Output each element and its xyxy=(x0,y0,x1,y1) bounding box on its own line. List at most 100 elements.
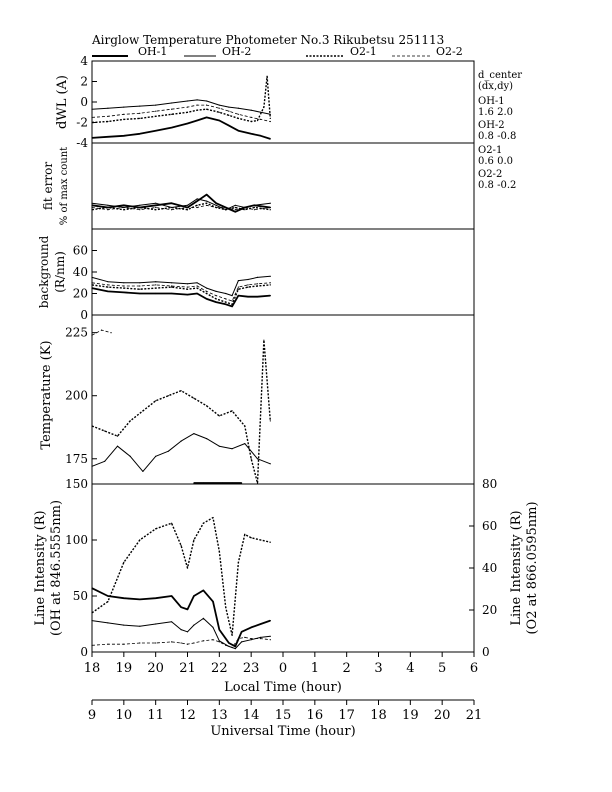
dwl-point-o21-16 xyxy=(269,117,271,119)
fit-point-oh1-11 xyxy=(234,211,236,213)
bg-point-o21-10 xyxy=(225,301,227,303)
intensity-point-oh1-8 xyxy=(193,595,195,597)
universal-time-tick-label-10: 19 xyxy=(402,708,419,723)
bg-point-oh1-2 xyxy=(123,291,125,293)
local-time-tick-label-6: 0 xyxy=(279,661,287,676)
fit-point-oh2-4 xyxy=(155,202,157,204)
intensity-point-oh1-9 xyxy=(202,589,204,592)
intensity-point-oh2-17 xyxy=(269,635,271,637)
fit-point-o22-11 xyxy=(234,209,236,211)
local-time-tick-label-4: 22 xyxy=(211,661,228,676)
intensity-point-o21-5 xyxy=(171,522,173,524)
temp-point-oh1-4 xyxy=(231,482,233,484)
bg-point-o21-9 xyxy=(215,298,217,300)
dwl-point-oh2-2 xyxy=(123,106,125,108)
temp-point-oh2-3 xyxy=(129,455,131,457)
intensity-y2tick-label-4: 80 xyxy=(482,477,497,491)
ylabel-background-2: (R/nm) xyxy=(53,251,67,293)
intensity-point-o21-11 xyxy=(218,550,220,552)
dwl-point-oh2-7 xyxy=(196,99,198,101)
intensity-point-o22-4 xyxy=(155,642,157,644)
dwl-point-oh1-9 xyxy=(218,119,220,122)
bg-point-o21-4 xyxy=(155,287,157,289)
bg-point-o22-0 xyxy=(91,282,93,284)
bg-series-oh2 xyxy=(91,275,271,297)
fit-point-oh1-9 xyxy=(215,202,217,204)
dwl-point-o22-3 xyxy=(139,112,141,114)
dwl-point-oh2-3 xyxy=(139,105,141,107)
temp-point-oh2-6 xyxy=(167,450,169,452)
bg-point-o22-11 xyxy=(231,300,233,302)
intensity-series-oh1 xyxy=(91,587,271,648)
bg-point-o22-3 xyxy=(139,285,141,287)
d-center-name-o21: O2-1 xyxy=(478,145,502,156)
universal-time-tick-label-12: 21 xyxy=(466,708,483,723)
fit-point-o22-14 xyxy=(269,206,271,209)
ylabel-dwl: dWL (A) xyxy=(55,75,70,129)
local-time-tick-label-1: 19 xyxy=(116,661,133,676)
fit-point-o21-0 xyxy=(91,209,93,211)
fit-point-oh1-5 xyxy=(171,202,173,204)
dwl-point-oh1-3 xyxy=(139,133,141,135)
local-time-tick-label-12: 6 xyxy=(470,661,478,676)
intensity-point-oh1-7 xyxy=(186,608,189,611)
universal-time-tick-label-11: 20 xyxy=(434,708,451,723)
temp-point-oh1-0 xyxy=(193,482,195,484)
fit-point-o22-3 xyxy=(139,209,141,211)
local-time-tick-label-11: 5 xyxy=(438,661,446,676)
fit-point-o22-10 xyxy=(225,206,227,209)
intensity-ytick-label-3: 150 xyxy=(65,477,88,491)
intensity-point-o21-15 xyxy=(244,533,246,536)
fit-point-o22-2 xyxy=(123,206,125,209)
temp-ytick-label-1: 200 xyxy=(65,389,88,403)
ylabel-right-intensity-2: (O2 at 866.0595nm) xyxy=(525,501,540,634)
bg-point-o22-5 xyxy=(171,285,173,287)
intensity-point-oh1-11 xyxy=(218,629,220,631)
temp-point-o22-1 xyxy=(101,329,103,331)
universal-time-tick-label-2: 11 xyxy=(147,708,164,723)
intensity-point-o22-15 xyxy=(244,636,246,639)
bg-point-o21-5 xyxy=(171,286,173,288)
intensity-point-oh2-16 xyxy=(260,636,262,639)
bg-point-oh1-14 xyxy=(256,296,259,298)
intensity-ytick-label-0: 0 xyxy=(80,645,88,659)
intensity-point-oh2-12 xyxy=(228,645,230,648)
temp-point-o22-0 xyxy=(91,334,93,336)
dwl-point-oh1-14 xyxy=(269,138,271,140)
intensity-point-o22-1 xyxy=(107,643,109,645)
intensity-point-o21-10 xyxy=(212,517,214,519)
dwl-point-o21-9 xyxy=(218,111,220,113)
dwl-point-oh1-4 xyxy=(155,130,157,132)
bg-point-o22-1 xyxy=(107,284,109,286)
intensity-point-oh1-13 xyxy=(234,645,236,648)
bg-ytick-label-0: 0 xyxy=(80,308,88,322)
fit-point-o22-4 xyxy=(155,206,157,209)
intensity-point-o22-13 xyxy=(231,646,233,649)
temp-point-oh1-2 xyxy=(212,482,214,484)
intensity-point-o22-8 xyxy=(193,642,195,644)
temp-point-oh2-5 xyxy=(155,455,157,457)
bg-point-o22-13 xyxy=(247,284,249,286)
bg-point-o22-7 xyxy=(196,285,198,287)
ylabel-intensity-2: (OH at 846.5555nm) xyxy=(49,500,64,636)
intensity-point-oh2-11 xyxy=(218,640,220,642)
intensity-point-oh1-17 xyxy=(269,620,271,622)
bg-point-o21-2 xyxy=(123,287,125,289)
intensity-point-o22-14 xyxy=(237,638,239,640)
temp-ytick-label-0: 175 xyxy=(65,452,88,466)
intensity-series-o21 xyxy=(91,516,271,636)
temp-point-oh2-11 xyxy=(231,448,233,450)
dwl-point-oh1-10 xyxy=(228,125,230,127)
temp-series-o21 xyxy=(91,339,271,484)
intensity-point-o22-5 xyxy=(171,641,173,643)
temp-point-oh1-5 xyxy=(241,482,243,484)
temp-series-oh2 xyxy=(91,433,271,472)
ylabel-temperature: Temperature (K) xyxy=(39,340,54,449)
bg-point-o21-8 xyxy=(206,292,208,295)
local-time-tick-label-7: 1 xyxy=(311,661,319,676)
bg-point-oh1-9 xyxy=(215,301,217,303)
dwl-point-o22-13 xyxy=(260,118,262,120)
dwl-ytick-label-4: 4 xyxy=(80,54,88,68)
intensity-point-o21-13 xyxy=(231,634,233,636)
intensity-point-oh2-5 xyxy=(171,621,173,623)
